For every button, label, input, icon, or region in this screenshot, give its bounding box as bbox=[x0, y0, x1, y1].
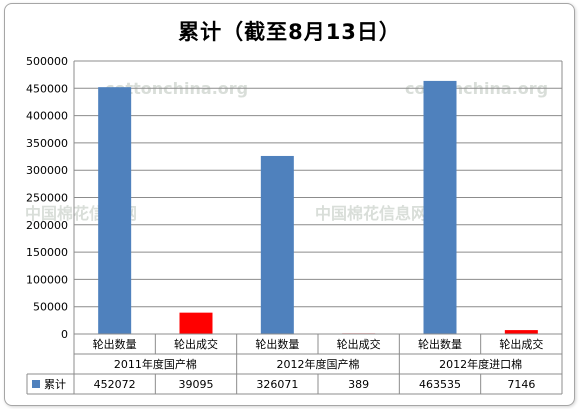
bar bbox=[260, 155, 294, 334]
x-group-label: 2012年度进口棉 bbox=[439, 357, 522, 371]
x-group-label: 2011年度国产棉 bbox=[114, 357, 197, 371]
data-table-value: 452072 bbox=[94, 378, 136, 391]
y-tick-label: 150000 bbox=[26, 246, 68, 259]
bar bbox=[423, 80, 457, 335]
watermark-text: 中国棉花信息网 bbox=[315, 204, 427, 223]
chart-title: 累计（截至8月13日） bbox=[178, 20, 401, 44]
x-tick-label: 轮出数量 bbox=[418, 337, 462, 351]
x-tick-label: 轮出成交 bbox=[337, 337, 381, 351]
y-tick-label: 300000 bbox=[26, 164, 68, 177]
bar bbox=[504, 330, 538, 334]
y-tick-label: 250000 bbox=[26, 192, 68, 205]
legend-swatch bbox=[32, 380, 40, 388]
y-tick-label: 400000 bbox=[26, 110, 68, 123]
x-group-label: 2012年度国产棉 bbox=[277, 357, 360, 371]
legend-label: 累计 bbox=[44, 378, 66, 391]
y-tick-label: 50000 bbox=[33, 301, 68, 314]
x-tick-label: 轮出成交 bbox=[499, 337, 543, 351]
y-tick-label: 450000 bbox=[26, 82, 68, 95]
data-table-value: 463535 bbox=[419, 378, 461, 391]
bar bbox=[179, 312, 213, 334]
data-table-value: 326071 bbox=[256, 378, 298, 391]
x-tick-label: 轮出成交 bbox=[174, 337, 218, 351]
bar bbox=[98, 87, 132, 334]
y-tick-label: 100000 bbox=[26, 273, 68, 286]
chart-frame: 累计（截至8月13日） cottonchina.org cottonchina.o… bbox=[4, 3, 575, 406]
data-table-value: 389 bbox=[348, 378, 369, 391]
data-table-value: 7146 bbox=[507, 378, 535, 391]
x-tick-label: 轮出数量 bbox=[255, 337, 299, 351]
y-tick-label: 0 bbox=[61, 328, 68, 341]
y-tick-label: 200000 bbox=[26, 219, 68, 232]
x-tick-label: 轮出数量 bbox=[93, 337, 137, 351]
y-tick-label: 500000 bbox=[26, 55, 68, 68]
data-table-value: 39095 bbox=[179, 378, 214, 391]
y-tick-label: 350000 bbox=[26, 137, 68, 150]
